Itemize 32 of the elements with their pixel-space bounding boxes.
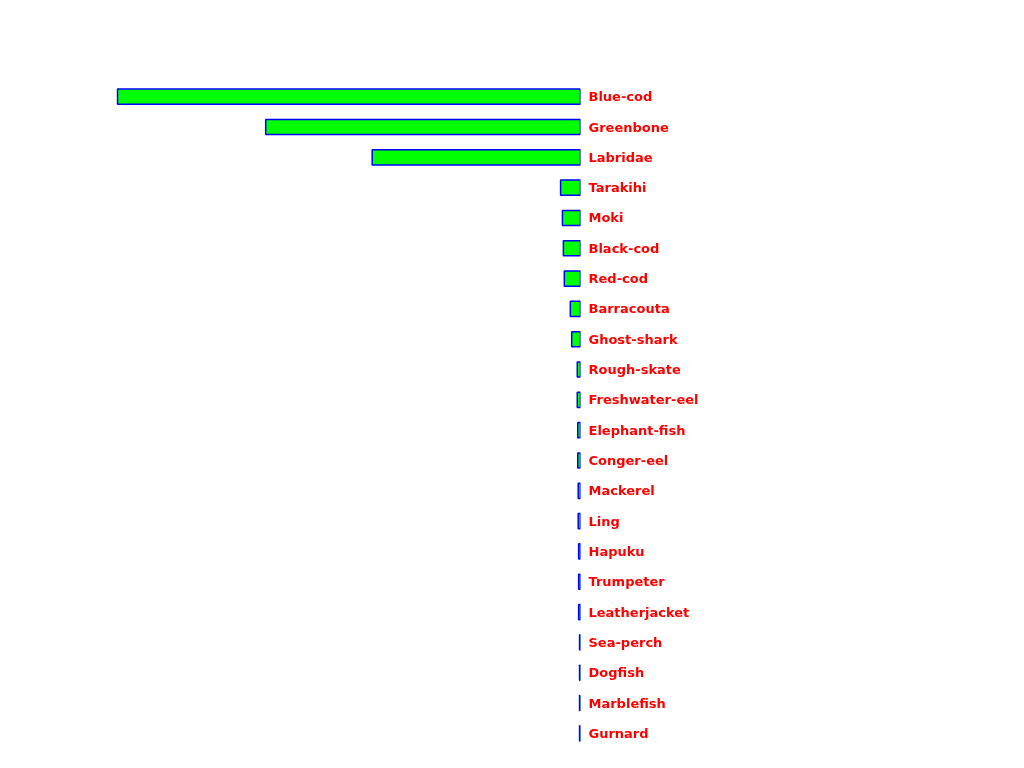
bar xyxy=(562,239,581,257)
bar xyxy=(570,330,581,348)
y-tick-label: Black-cod xyxy=(588,240,660,256)
y-tick-label: Barracouta xyxy=(588,301,670,317)
y-tick-label: Labridae xyxy=(588,149,653,165)
y-tick-label: Leatherjacket xyxy=(588,604,690,620)
bar xyxy=(264,118,581,136)
y-tick-label: Hapuku xyxy=(588,543,645,559)
y-tick-label: Trumpeter xyxy=(588,574,666,590)
y-tick-label: Elephant-fish xyxy=(588,422,686,438)
bar xyxy=(577,512,581,530)
bar xyxy=(116,88,581,106)
y-tick-label: Marblefish xyxy=(588,695,666,711)
y-tick-label: Moki xyxy=(588,210,624,226)
y-tick-label: Rough-skate xyxy=(588,362,682,378)
bar xyxy=(371,148,581,166)
y-tick-label: Red-cod xyxy=(588,271,648,287)
y-tick-label: Mackerel xyxy=(588,483,655,499)
y-tick-label: Tarakihi xyxy=(588,180,647,196)
y-tick-label: Sea-perch xyxy=(588,634,663,650)
y-tick-label: Dogfish xyxy=(588,665,645,681)
bar xyxy=(577,482,581,500)
y-tick-label: Ghost-shark xyxy=(588,331,678,347)
y-tick-label: Ling xyxy=(588,513,620,529)
y-tick-label: Gurnard xyxy=(588,725,649,741)
y-tick-label: Freshwater-eel xyxy=(588,392,699,408)
y-tick-label: Conger-eel xyxy=(588,452,669,468)
y-tick-label: Greenbone xyxy=(588,119,669,135)
bar xyxy=(559,179,581,196)
bar xyxy=(561,209,581,227)
bar xyxy=(563,270,581,287)
y-tick-label: Blue-cod xyxy=(588,89,653,105)
